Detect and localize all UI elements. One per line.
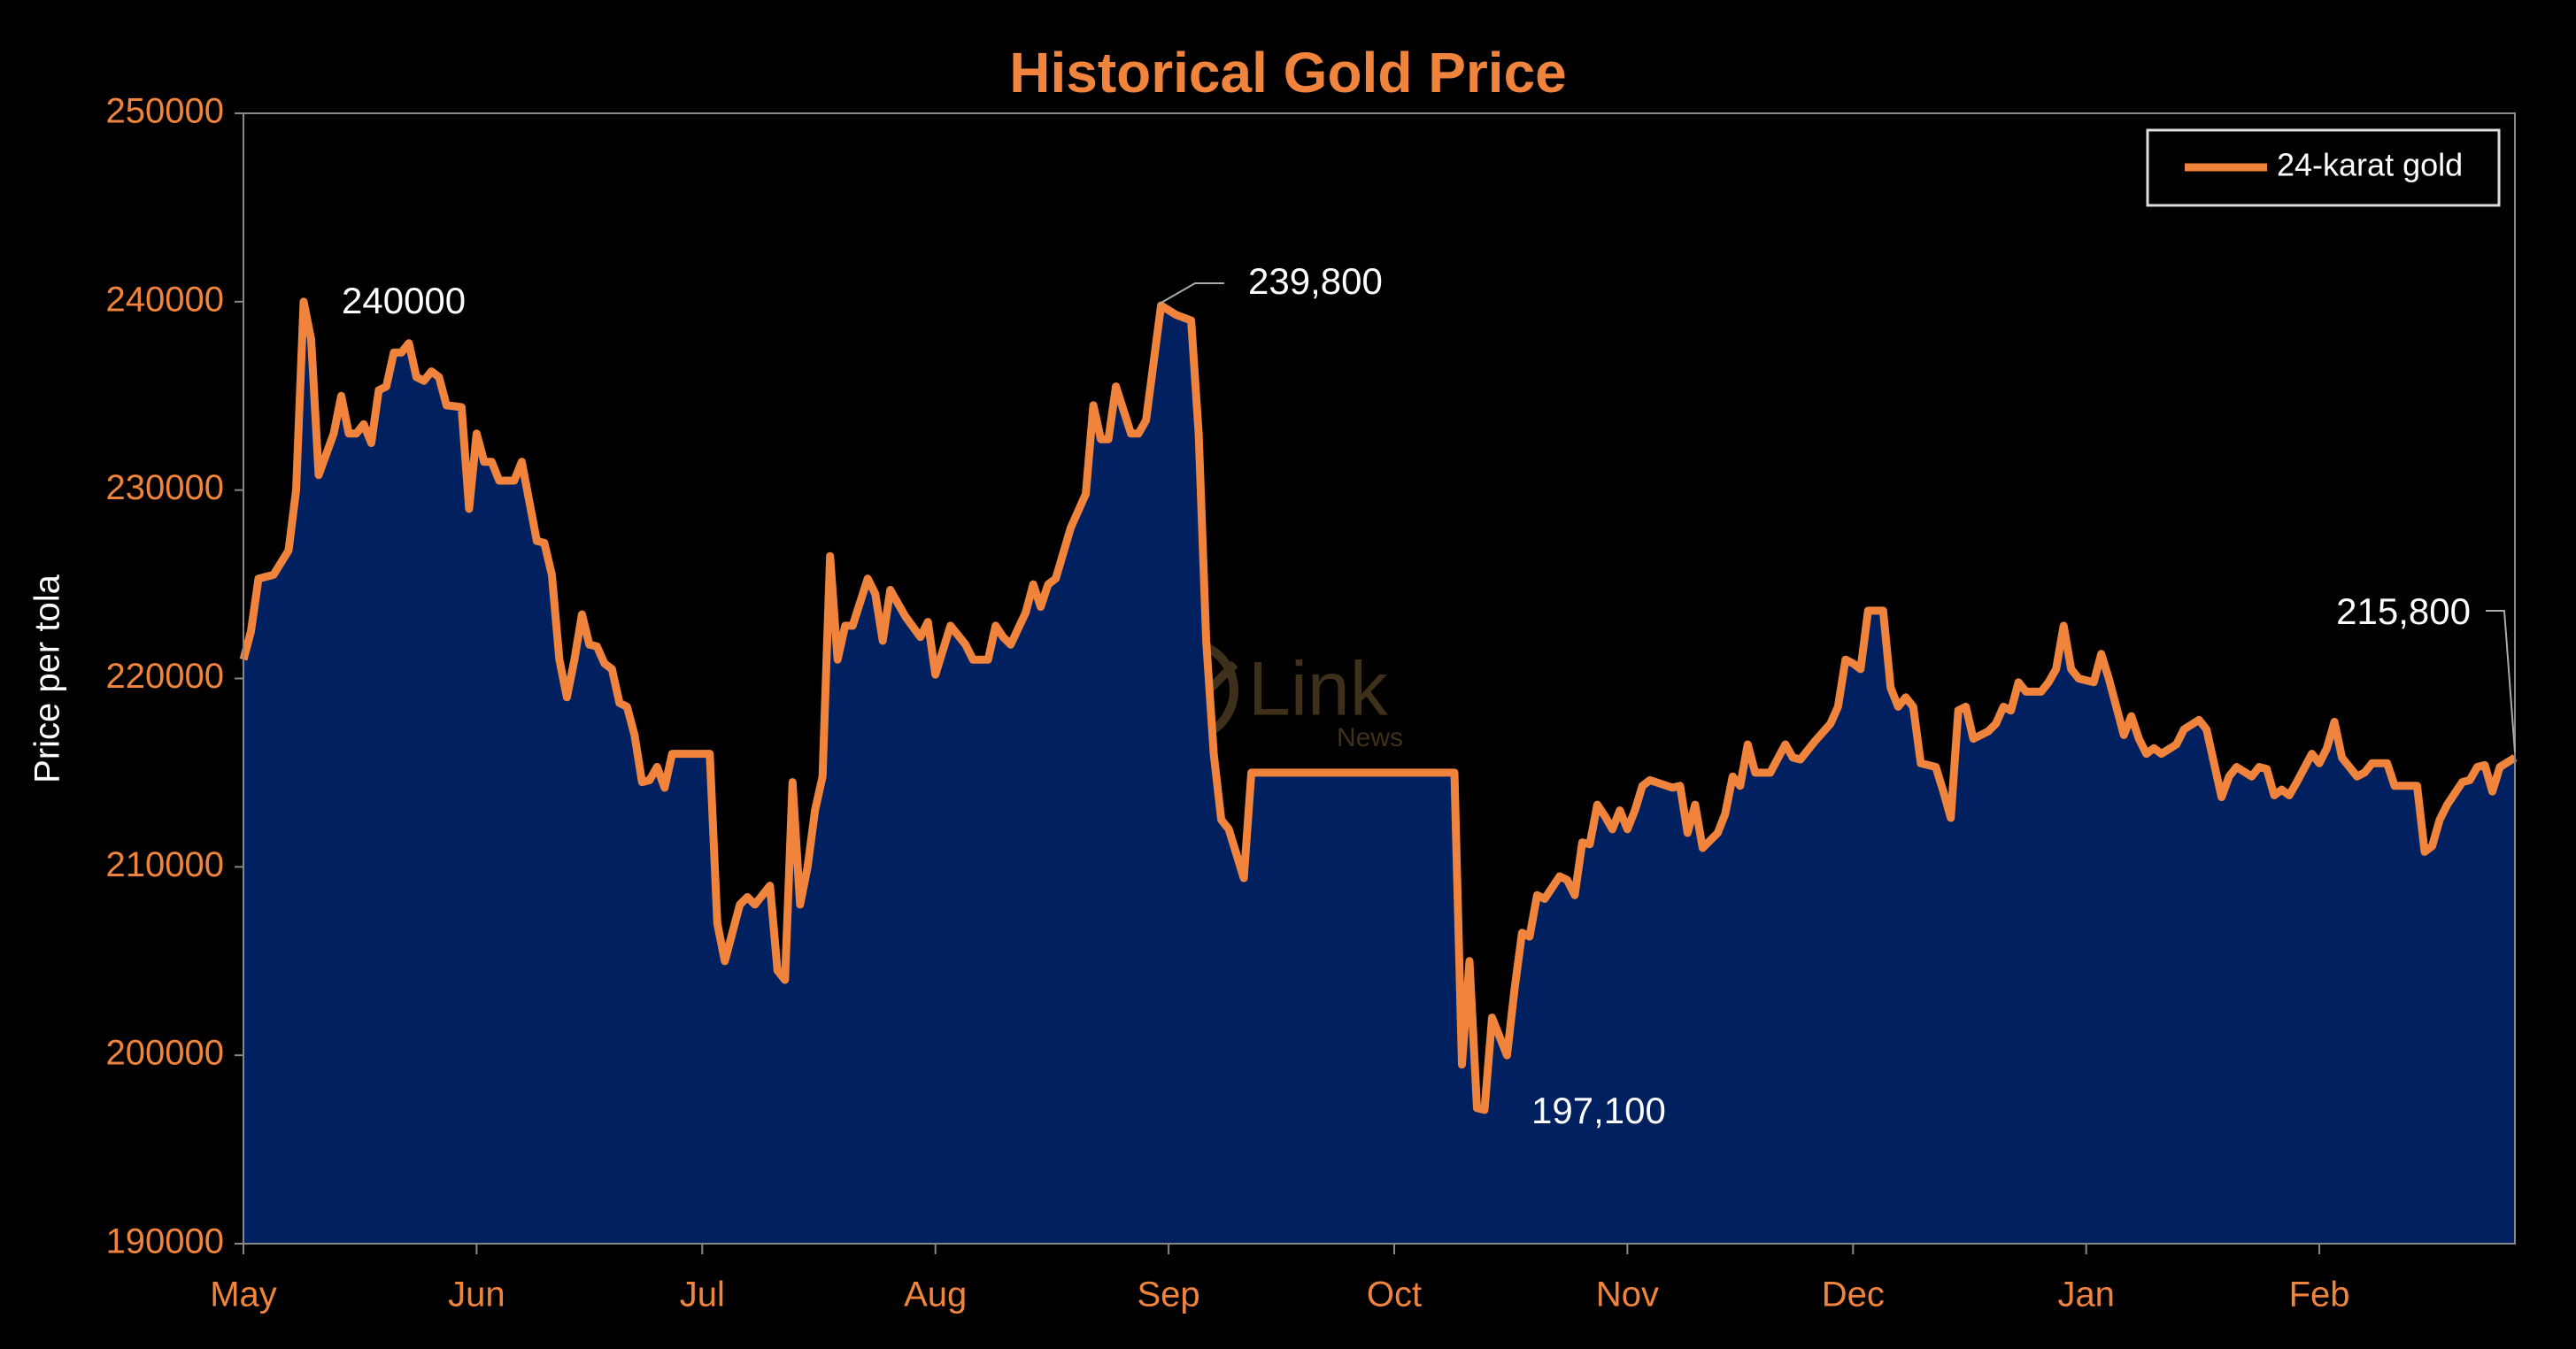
chart-title: Historical Gold Price: [1009, 41, 1567, 104]
x-tick-label: Aug: [904, 1276, 967, 1314]
x-tick-label: Feb: [2289, 1276, 2350, 1314]
y-tick-label: 230000: [106, 468, 224, 507]
annotation-leader: [2486, 610, 2516, 753]
y-tick-label: 240000: [106, 280, 224, 319]
annotation-leader: [1159, 282, 1224, 304]
y-tick-label: 190000: [106, 1222, 224, 1261]
y-tick-label: 250000: [106, 92, 224, 131]
x-tick-label: May: [210, 1276, 277, 1314]
x-tick-label: Nov: [1596, 1276, 1659, 1314]
x-tick-label: Jul: [680, 1276, 725, 1314]
annotation: 239,800: [1248, 260, 1383, 302]
annotation: 240000: [342, 280, 466, 321]
x-tick-label: Sep: [1138, 1276, 1200, 1314]
watermark-subtext: News: [1337, 723, 1403, 752]
y-tick-label: 200000: [106, 1034, 224, 1073]
area: [243, 301, 2515, 1244]
watermark-text: Link: [1248, 647, 1389, 732]
y-tick-label: 210000: [106, 845, 224, 884]
annotation: 197,100: [1531, 1090, 1666, 1131]
y-tick-label: 220000: [106, 657, 224, 696]
annotation: 215,800: [2336, 590, 2471, 632]
x-tick-label: Dec: [1822, 1276, 1885, 1314]
x-tick-label: Jan: [2057, 1276, 2115, 1314]
line: [239, 297, 2518, 1114]
y-axis-label: Price per tola: [28, 574, 67, 782]
x-tick-label: Oct: [1367, 1276, 1422, 1314]
legend-label: 24-karat gold: [2277, 147, 2463, 183]
plot-border: [243, 112, 2516, 1245]
x-tick-label: Jun: [448, 1276, 505, 1314]
